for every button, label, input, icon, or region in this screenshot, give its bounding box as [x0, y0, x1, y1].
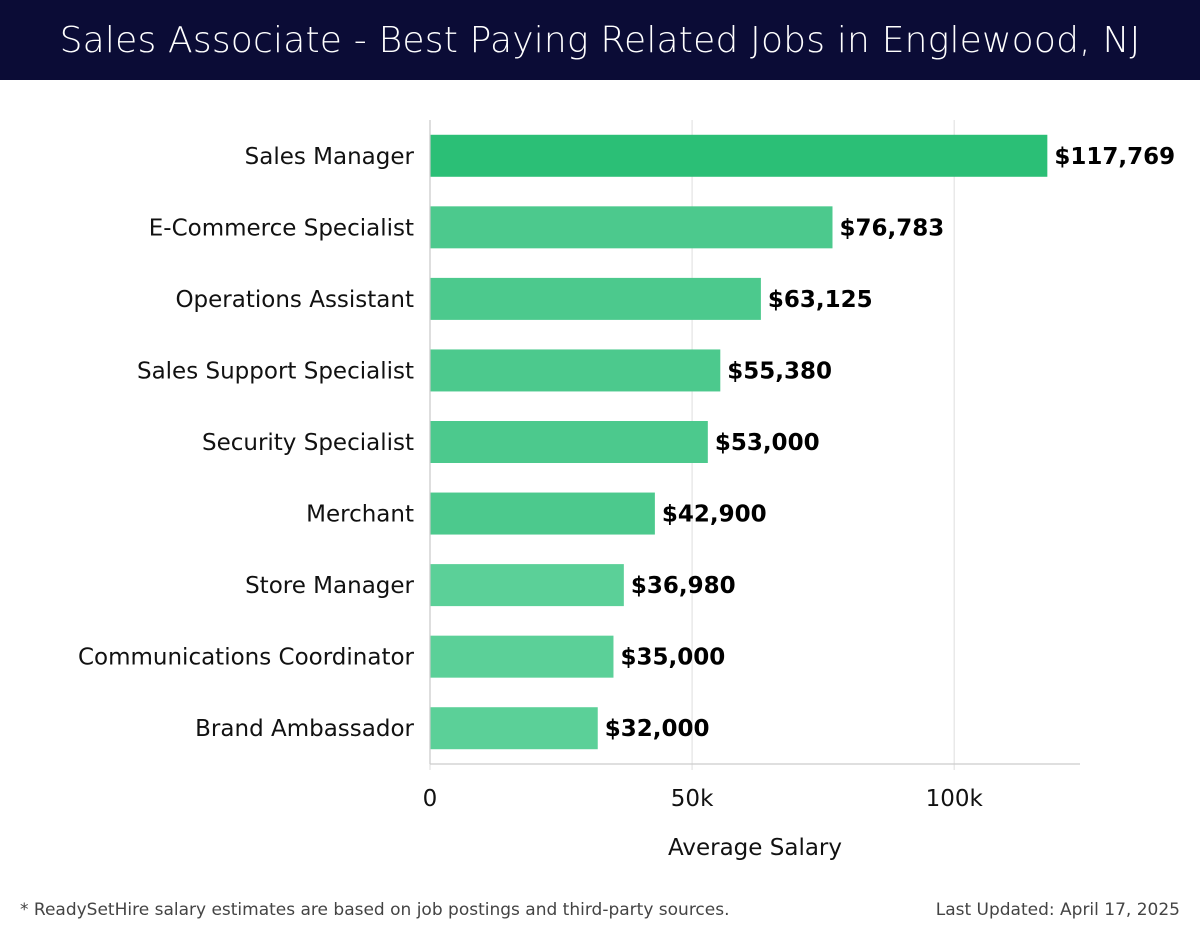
last-updated: Last Updated: April 17, 2025 — [935, 900, 1180, 920]
value-label: $36,980 — [631, 573, 736, 599]
value-labels: $117,769 $76,783 $63,125 $55,380 $53,000 $42,… — [605, 144, 1175, 742]
x-axis: 0 50k 100k — [423, 120, 1080, 812]
value-label: $35,000 — [620, 645, 725, 671]
category-label: Operations Assistant — [175, 287, 414, 313]
value-label: $117,769 — [1054, 144, 1175, 170]
bar — [430, 707, 598, 750]
category-label: Communications Coordinator — [78, 645, 415, 671]
bar — [430, 134, 1048, 177]
x-tick-label: 0 — [423, 786, 438, 812]
category-label: Merchant — [306, 502, 414, 528]
category-label: Store Manager — [245, 573, 414, 599]
bar — [430, 421, 708, 463]
page-title: Sales Associate - Best Paying Related Jo… — [59, 19, 1141, 61]
x-tick-label: 100k — [926, 786, 984, 812]
value-label: $63,125 — [768, 287, 873, 313]
bar — [430, 349, 721, 392]
value-label: $42,900 — [662, 502, 767, 528]
category-label: Security Specialist — [202, 430, 414, 456]
value-label: $76,783 — [839, 215, 944, 241]
chart-area: Sales Manager E-Commerce Specialist Operat… — [0, 80, 1200, 880]
value-label: $32,000 — [605, 716, 710, 742]
category-label: Sales Support Specialist — [137, 358, 414, 384]
value-label: $55,380 — [727, 358, 832, 384]
category-label: Brand Ambassador — [195, 716, 414, 742]
footer-note: * ReadySetHire salary estimates are base… — [20, 900, 730, 920]
x-tick-label: 50k — [671, 786, 714, 812]
salary-bar-chart: Sales Manager E-Commerce Specialist Operat… — [78, 120, 1175, 861]
bar — [430, 635, 614, 678]
category-label: E-Commerce Specialist — [149, 215, 414, 241]
category-label: Sales Manager — [245, 144, 415, 170]
bar — [430, 277, 761, 320]
category-labels: Sales Manager E-Commerce Specialist Operat… — [78, 144, 415, 742]
bars-group — [430, 134, 1048, 750]
bar — [430, 492, 655, 535]
bar — [430, 206, 833, 249]
header-bar: Sales Associate - Best Paying Related Jo… — [0, 0, 1200, 80]
bar — [430, 564, 624, 607]
value-label: $53,000 — [715, 430, 820, 456]
x-axis-label: Average Salary — [668, 835, 842, 861]
